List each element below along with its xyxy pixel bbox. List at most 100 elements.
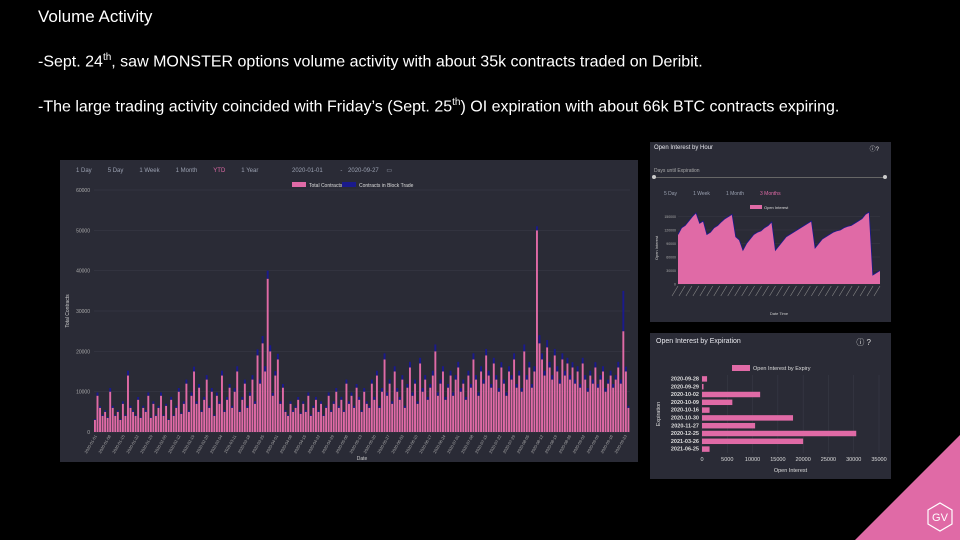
bar-total-contracts [563, 375, 566, 432]
y-tick-label: 10000 [76, 390, 90, 396]
x-axis-label: Date [357, 456, 368, 462]
help-icon[interactable]: ? [866, 338, 871, 347]
bar-total-contracts [401, 379, 404, 432]
x-tick-label: 2020-06-24 [432, 433, 447, 454]
range-tab-ytd[interactable]: YTD [213, 168, 226, 174]
bar-total-contracts [607, 383, 610, 432]
bar-block-trade [213, 414, 216, 416]
bar-block-trade [297, 396, 300, 400]
bar-block-trade [116, 410, 119, 412]
bar-expiry [702, 399, 733, 406]
range-tab-5-day[interactable]: 5 Day [107, 168, 124, 174]
oi-line [677, 211, 881, 276]
bar-block-trade [619, 379, 622, 384]
bar-total-contracts [337, 407, 340, 432]
bar-total-contracts [106, 417, 109, 432]
bar-total-contracts [114, 415, 117, 432]
calendar-icon[interactable]: ▭ [386, 168, 393, 174]
bar-block-trade [576, 366, 579, 372]
bar-expiry [702, 438, 804, 445]
bar-total-contracts [304, 411, 307, 432]
bar-block-trade [464, 396, 467, 400]
bar-block-trade [355, 384, 358, 388]
bar-total-contracts [360, 411, 363, 432]
bar-total-contracts [177, 391, 180, 432]
bar-total-contracts [322, 415, 325, 432]
bar-block-trade [327, 392, 330, 396]
bar-total-contracts [472, 359, 475, 432]
date-from[interactable]: 2020-01-01 [292, 168, 323, 174]
bar-total-contracts [238, 411, 241, 432]
bar-block-trade [579, 384, 582, 388]
oi-hour-tab-5-day[interactable]: 5 Day [664, 191, 678, 197]
bar-block-trade [584, 375, 587, 380]
range-tab-1-month[interactable]: 1 Month [175, 168, 198, 174]
x-tick-label: 2020-01-29 [139, 433, 154, 454]
bar-block-trade [160, 392, 162, 396]
bar-total-contracts [627, 407, 630, 432]
oi-hour-tab-1-month[interactable]: 1 Month [725, 191, 745, 197]
bar-block-trade [485, 348, 488, 356]
help-icon[interactable]: ? [875, 147, 879, 153]
bar-block-trade [368, 405, 371, 408]
bar-block-trade [226, 396, 228, 400]
legend-label-expiry: Open Interest by Expiry [753, 366, 811, 372]
bar-total-contracts [147, 395, 150, 432]
info-icon[interactable]: ⓘ [869, 147, 876, 153]
bar-total-contracts [289, 403, 292, 432]
bar-block-trade [482, 379, 485, 384]
bar-block-trade [294, 405, 297, 408]
bar-block-trade [459, 388, 462, 392]
bar-total-contracts [602, 371, 604, 432]
slide-title: Volume Activity [38, 7, 153, 26]
x-tick-label: 2020-01-15 [111, 433, 126, 454]
range-tab-1-week[interactable]: 1 Week [139, 168, 160, 174]
bar-total-contracts [256, 355, 259, 432]
bar-total-contracts [160, 395, 162, 432]
bar-total-contracts [119, 419, 122, 432]
oi-hour-tab-1-week[interactable]: 1 Week [693, 191, 710, 197]
bar-block-trade [248, 392, 251, 396]
bar-block-trade [241, 396, 244, 400]
x-tick-mark [831, 285, 839, 297]
y-tick-label: 2020-12-25 [671, 431, 699, 437]
bar-block-trade [581, 357, 584, 364]
bar-block-trade [195, 401, 198, 404]
days-slider-track[interactable] [654, 177, 885, 178]
x-tick-mark [727, 285, 734, 297]
bar-block-trade [363, 388, 366, 392]
bar-total-contracts [233, 391, 236, 432]
slider-handle-start[interactable] [652, 175, 656, 179]
bar-block-trade [335, 388, 338, 392]
bar-block-trade [269, 345, 272, 352]
bar-block-trade [302, 401, 305, 404]
bar-block-trade [127, 370, 129, 376]
bar-total-contracts [452, 395, 455, 432]
x-tick-label: 2020-04-29 [320, 433, 335, 454]
bar-block-trade [551, 375, 554, 380]
bar-block-trade [142, 405, 145, 408]
bar-total-contracts [251, 379, 254, 432]
date-to[interactable]: 2020-09-27 [348, 168, 379, 174]
x-tick-label: 2020-06-10 [404, 433, 419, 454]
oi-expiry-title: Open Interest by Expiration [656, 338, 741, 345]
info-icon[interactable]: ⓘ [856, 338, 865, 347]
bar-total-contracts [276, 359, 279, 432]
bar-total-contracts [523, 351, 526, 432]
bar-total-contracts [502, 383, 505, 432]
slider-handle-end[interactable] [883, 175, 887, 179]
bar-block-trade [599, 375, 602, 380]
bar-total-contracts [330, 411, 333, 432]
bar-block-trade [149, 417, 152, 418]
bar-block-trade [607, 379, 610, 384]
bar-total-contracts [518, 375, 521, 432]
bar-block-trade [536, 226, 538, 231]
bar-total-contracts [193, 371, 195, 432]
range-tab-1-year[interactable]: 1 Year [241, 168, 259, 174]
oi-hour-tab-3-months[interactable]: 3 Months [760, 191, 781, 197]
range-tab-1-day[interactable]: 1 Day [76, 168, 92, 174]
bar-expiry [702, 376, 708, 382]
bar-block-trade [477, 392, 480, 396]
oi-hour-tabs: 5 Day 1 Week 1 Month 3 Months [664, 191, 797, 197]
bar-block-trade [475, 375, 477, 380]
